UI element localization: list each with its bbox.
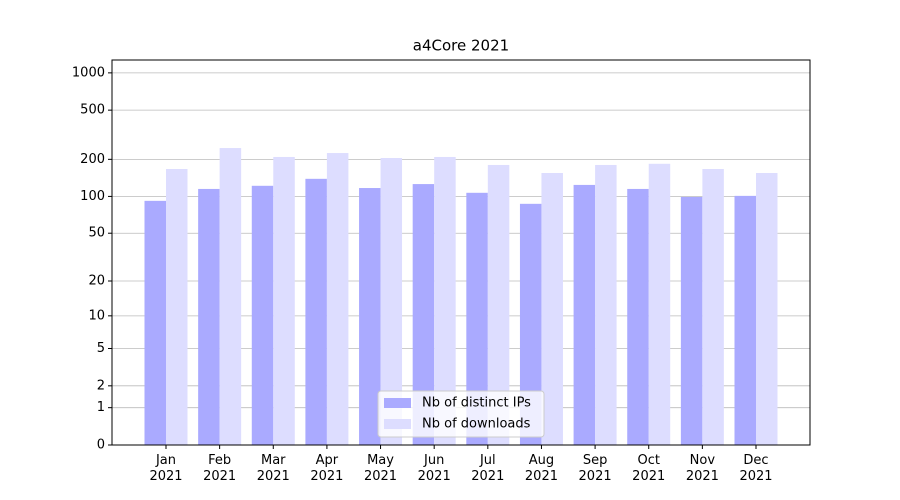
x-tick-label: Mar 2021 <box>256 453 290 484</box>
bar <box>487 164 510 445</box>
bar <box>273 156 295 445</box>
y-tick-label: 10 <box>88 308 105 323</box>
bar <box>519 203 542 445</box>
bar <box>166 169 188 445</box>
bar <box>198 188 220 445</box>
bar <box>702 169 724 445</box>
y-tick-label: 50 <box>88 226 105 241</box>
y-tick-label: 500 <box>80 103 105 118</box>
x-tick-label: Jan 2021 <box>149 453 183 484</box>
y-tick-label: 2 <box>97 378 105 393</box>
bar <box>380 158 403 445</box>
x-tick-label: Sep 2021 <box>578 453 612 484</box>
y-tick-label: 5 <box>97 341 105 356</box>
legend-label: Nb of downloads <box>422 417 531 432</box>
bar <box>541 172 563 445</box>
bar <box>219 148 242 445</box>
y-tick-label: 0 <box>97 438 105 453</box>
legend-box <box>377 390 545 438</box>
x-tick-label: May 2021 <box>363 453 398 484</box>
x-tick-label: Nov 2021 <box>685 453 719 484</box>
bar <box>756 172 778 445</box>
legend-label: Nb of distinct IPs <box>422 396 531 411</box>
legend-swatch <box>384 419 411 429</box>
bar <box>466 192 488 445</box>
bar <box>326 153 349 445</box>
x-tick-label: Apr 2021 <box>310 453 344 484</box>
y-tick-label: 200 <box>80 152 105 167</box>
bar <box>680 196 703 445</box>
x-tick-label: Aug 2021 <box>524 453 558 484</box>
plot-frame <box>111 59 811 446</box>
bar <box>305 178 327 446</box>
bar <box>595 164 617 445</box>
bar <box>412 184 435 446</box>
x-tick-label: Feb 2021 <box>203 453 237 484</box>
bar <box>251 185 274 446</box>
x-tick-label: Jun 2021 <box>417 453 451 484</box>
legend: Nb of distinct IPs Nb of downloads <box>377 390 545 438</box>
bar <box>627 188 649 445</box>
y-tick-label: 1 <box>97 400 105 415</box>
y-tick-label: 100 <box>80 189 105 204</box>
bar <box>734 195 756 445</box>
chart-title: a4Core 2021 <box>413 37 509 55</box>
y-tick-label: 1000 <box>72 65 105 80</box>
bar <box>648 163 671 445</box>
x-tick-label: Jul 2021 <box>471 453 505 484</box>
bar <box>573 184 596 445</box>
y-tick-label: 20 <box>88 274 105 289</box>
bar <box>144 200 166 445</box>
bar <box>434 156 456 445</box>
legend-swatch <box>384 398 411 408</box>
x-tick-label: Dec 2021 <box>739 453 773 484</box>
x-tick-label: Oct 2021 <box>632 453 666 484</box>
bar <box>359 188 381 445</box>
